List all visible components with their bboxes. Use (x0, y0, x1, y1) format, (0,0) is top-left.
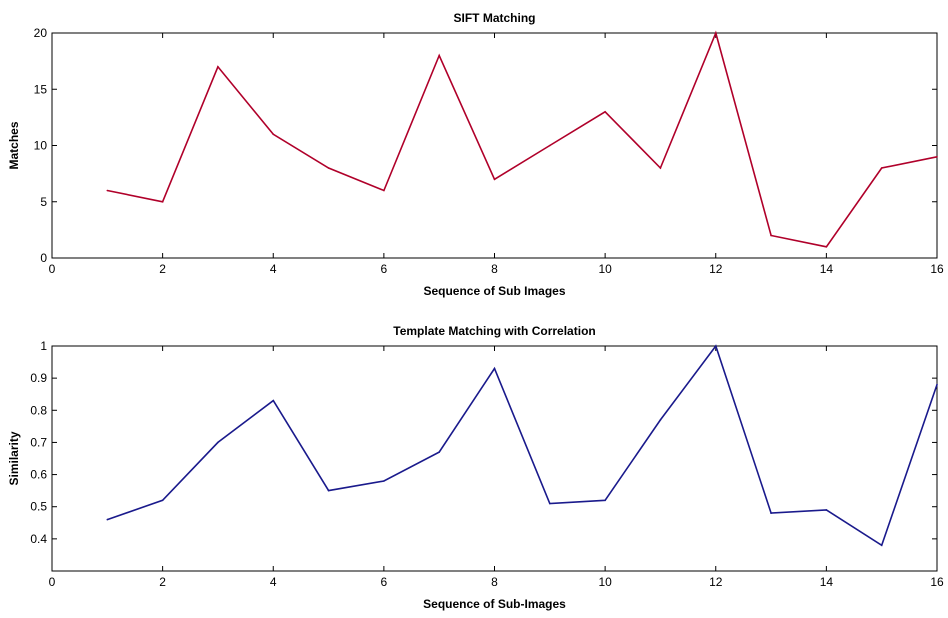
chart-2-data-point (493, 367, 496, 370)
chart-1-y-tick-label: 0 (40, 251, 47, 265)
chart-1-data-point (604, 110, 606, 113)
chart-1-x-tick-label: 8 (491, 262, 498, 276)
chart-2-y-tick-label: 0.6 (30, 468, 47, 482)
chart-2-data-point (272, 399, 275, 402)
chart-2-x-tick-label: 16 (930, 575, 944, 589)
chart-1-data-point (327, 167, 330, 169)
chart-2-x-tick-label: 12 (709, 575, 723, 589)
chart-1-data-point (493, 178, 496, 181)
chart-1-data-point (880, 167, 883, 169)
chart-1-x-tick-label: 14 (820, 262, 834, 276)
chart-1-x-tick-label: 6 (381, 262, 388, 276)
chart-2-x-tick-label: 10 (598, 575, 612, 589)
chart-2-y-tick-label: 0.8 (30, 403, 47, 417)
chart-1-y-tick-label: 10 (34, 139, 48, 153)
chart-1-data-point (161, 200, 164, 203)
chart-1-y-tick-label: 20 (34, 26, 48, 40)
chart-1-data-point (659, 167, 662, 169)
chart-2-data-point (549, 502, 551, 505)
chart-1: SIFT Matching Sequence of Sub Images Match… (7, 11, 944, 298)
chart-1-data-point (714, 32, 717, 34)
chart-1-data-point (217, 65, 219, 68)
chart-2-data-point (770, 512, 772, 514)
chart-2: Template Matching with Correlation Sequen… (7, 324, 944, 611)
chart-2-data-point (327, 489, 330, 492)
chart-2-data-point (106, 518, 109, 521)
chart-2-x-tick-label: 6 (381, 575, 388, 589)
chart-1-y-axis-label: Matches (7, 121, 21, 169)
chart-1-data-point (383, 189, 385, 192)
chart-2-data-point (217, 441, 219, 444)
chart-1-y-tick-label: 15 (34, 82, 48, 96)
chart-2-y-tick-label: 0.9 (30, 371, 47, 385)
chart-2-y-tick-label: 0.7 (30, 435, 47, 449)
chart-1-data-point (549, 144, 551, 147)
chart-1-title: SIFT Matching (454, 11, 536, 25)
chart-2-y-tick-label: 1 (40, 339, 47, 353)
chart-1-x-tick-label: 4 (270, 262, 277, 276)
chart-1-data-point (106, 189, 109, 192)
chart-2-data-point (438, 451, 440, 453)
chart-2-data-point (825, 509, 828, 511)
chart-2-y-axis-label: Similarity (7, 431, 21, 485)
chart-1-x-axis-label: Sequence of Sub Images (423, 284, 565, 298)
chart-2-data-point (880, 544, 883, 547)
chart-2-x-tick-label: 4 (270, 575, 277, 589)
chart-2-data-point (936, 383, 938, 386)
chart-2-data-point (659, 419, 662, 421)
chart-2-x-tick-label: 2 (159, 575, 166, 589)
chart-2-series-line (107, 344, 938, 547)
chart-2-x-axis-label: Sequence of Sub-Images (423, 597, 566, 611)
chart-1-x-tick-label: 12 (709, 262, 723, 276)
chart-2-data-point (604, 499, 606, 502)
chart-2-title: Template Matching with Correlation (393, 324, 595, 338)
chart-2-data-point (714, 345, 717, 347)
chart-1-data-point (770, 234, 772, 237)
chart-1-x-tick-label: 16 (930, 262, 944, 276)
chart-2-x-tick-label: 14 (820, 575, 834, 589)
chart-1-data-point (272, 133, 275, 136)
chart-2-plot-area (51, 345, 938, 572)
chart-1-plot-area (51, 32, 938, 259)
chart-1-x-tick-label: 10 (598, 262, 612, 276)
chart-1-x-tick-label: 2 (159, 262, 166, 276)
chart-2-x-tick-label: 8 (491, 575, 498, 589)
chart-1-x-tick-label: 0 (49, 262, 56, 276)
chart-2-data-point (161, 499, 164, 502)
chart-1-y-tick-label: 5 (40, 195, 47, 209)
chart-2-y-tick-label: 0.4 (30, 532, 47, 546)
chart-1-series-line (107, 30, 938, 248)
chart-1-data-point (825, 245, 828, 248)
chart-1-data-point (438, 54, 440, 57)
chart-2-x-tick-label: 0 (49, 575, 56, 589)
chart-2-data-point (383, 480, 385, 482)
chart-2-y-tick-label: 0.5 (30, 500, 47, 514)
chart-1-data-point (936, 155, 938, 158)
